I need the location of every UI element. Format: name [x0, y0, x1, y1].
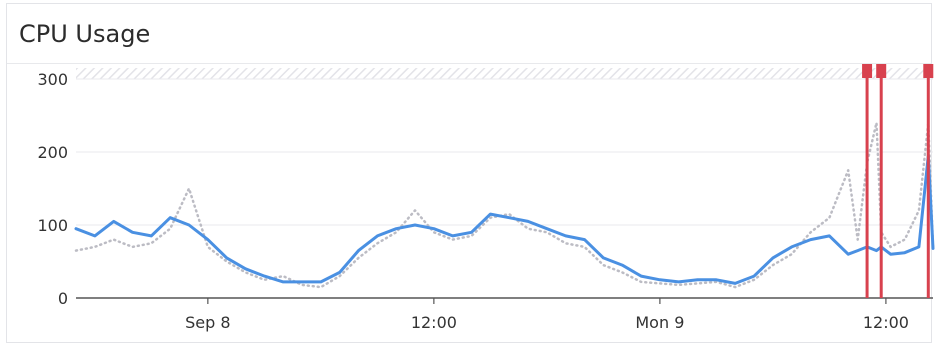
y-axis: 0 100 200 300 [37, 70, 68, 308]
x-tick-label: 12:00 [411, 313, 457, 332]
series-layer [74, 121, 935, 289]
event-marker-cap[interactable] [923, 64, 934, 78]
series-line-solid [74, 154, 935, 285]
series-line-dotted [74, 121, 935, 289]
y-tick-label: 300 [37, 70, 68, 89]
y-tick-label: 200 [37, 143, 68, 162]
event-markers [862, 64, 934, 298]
title-divider [7, 63, 931, 64]
threshold-band [76, 68, 933, 79]
y-tick-label: 100 [37, 216, 68, 235]
x-tick-label: Sep 8 [185, 313, 230, 332]
event-marker-cap[interactable] [862, 64, 873, 78]
x-axis: Sep 8 12:00 Mon 9 12:00 [185, 298, 909, 332]
cpu-usage-panel: CPU Usage [6, 3, 932, 343]
grid-lines [76, 78, 933, 226]
x-tick-label: 12:00 [863, 313, 909, 332]
y-tick-label: 0 [58, 289, 68, 308]
x-tick-label: Mon 9 [635, 313, 684, 332]
event-marker-cap[interactable] [876, 64, 887, 78]
panel-title: CPU Usage [19, 20, 151, 48]
